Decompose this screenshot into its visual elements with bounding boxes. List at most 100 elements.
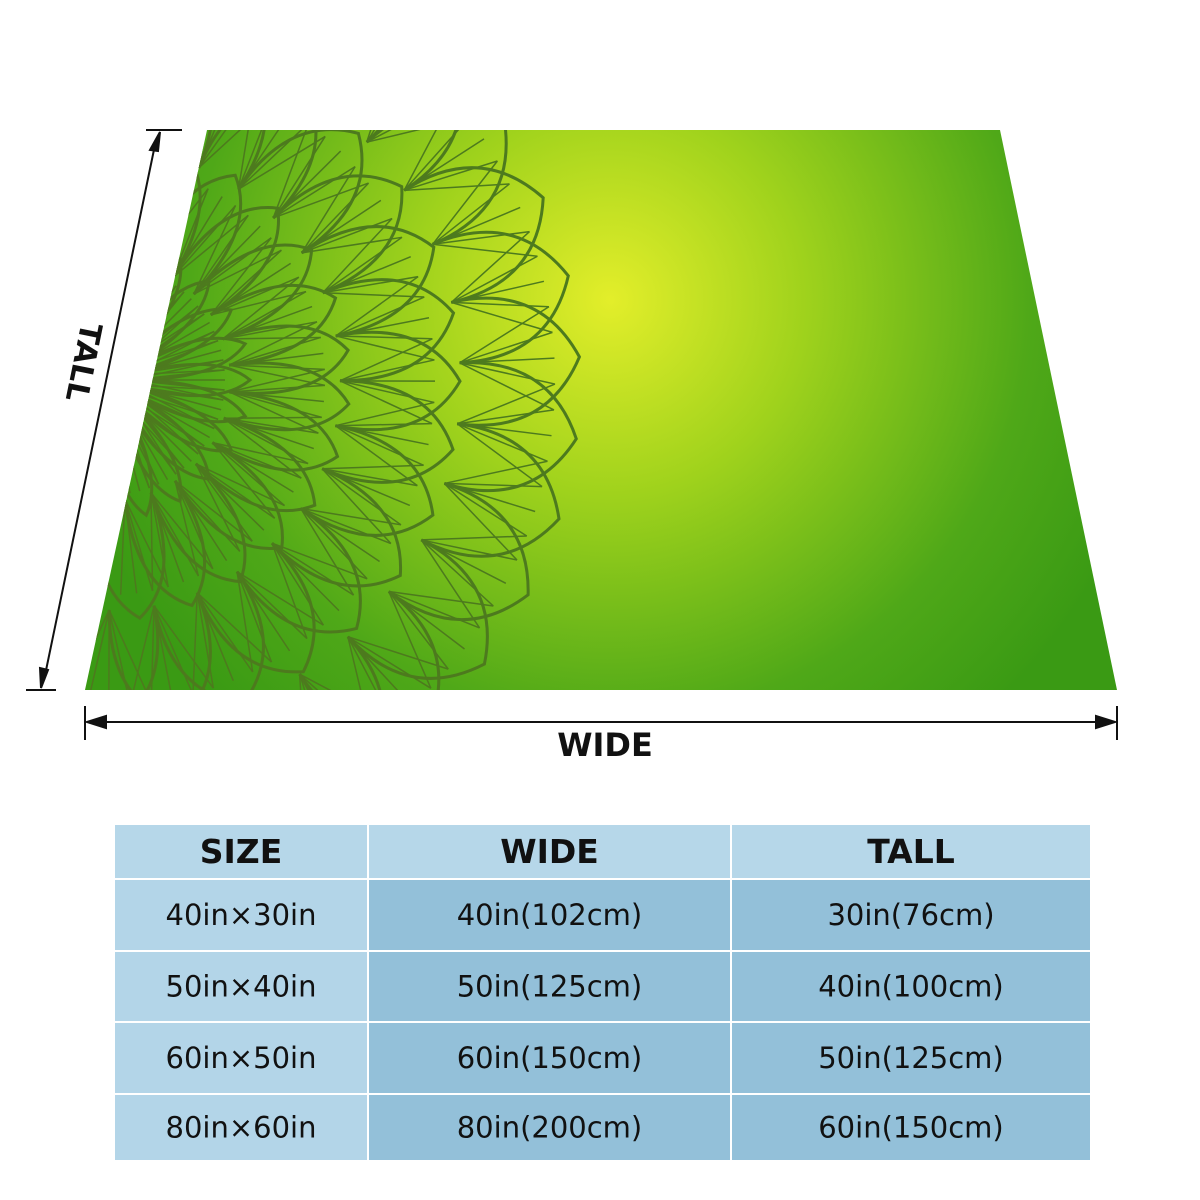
mandala-line (86, 609, 110, 690)
size-table: SIZE WIDE TALL 40in×30in 40in(102cm) 30in(76c… (115, 825, 1090, 1160)
mandala-line (196, 592, 215, 689)
table-header: SIZE (200, 832, 283, 871)
mandala-line (188, 721, 234, 807)
mandala-line (193, 214, 249, 295)
mandala-line (322, 468, 418, 487)
mandala-line (66, 727, 80, 824)
mandala-line (114, 275, 160, 362)
mandala-line (198, 130, 275, 169)
mandala-line (347, 636, 374, 690)
mandala-line (322, 464, 424, 470)
mandala-line (174, 480, 253, 542)
mandala-line (228, 336, 321, 366)
mandala-petal (154, 130, 267, 191)
table-cell-text: 40in×30in (166, 898, 317, 932)
mandala-line (420, 539, 481, 629)
mandala-line (114, 399, 141, 492)
mandala-line (66, 727, 106, 825)
mandala-line (114, 399, 131, 494)
table-cell-text: 80in×60in (166, 1111, 317, 1145)
mandala-line (237, 130, 310, 190)
mandala-line (403, 160, 498, 192)
mandala-line (335, 422, 433, 427)
mandala-line (192, 592, 198, 690)
mandala-line (347, 636, 432, 689)
mandala-line (403, 130, 470, 191)
mandala-line (246, 703, 306, 780)
table-cell (115, 880, 367, 950)
mandala-line (366, 130, 470, 143)
mandala-line (124, 498, 169, 588)
mandala-petal (213, 0, 349, 101)
mandala-line (98, 165, 123, 261)
mandala-line (195, 463, 253, 542)
mandala-line (271, 542, 354, 596)
table-cell (369, 1095, 730, 1160)
mandala-line (150, 492, 169, 588)
mandala-line (236, 571, 308, 640)
mandala-line (131, 130, 157, 155)
mandala-line (29, 727, 66, 817)
mandala-line (127, 730, 132, 825)
mandala-line (174, 480, 241, 552)
mandala-petal (235, 507, 362, 634)
table-cell-text: 50in(125cm) (457, 970, 643, 1004)
mandala-line (366, 130, 419, 143)
mandala-petal (268, 130, 410, 144)
mandala-line (322, 59, 419, 101)
mandala-line (234, 703, 246, 808)
mandala-line (127, 730, 157, 823)
mandala-petal (109, 130, 214, 169)
mandala-line (229, 384, 325, 393)
mandala-line (270, 0, 313, 69)
mandala-petal (128, 362, 253, 398)
mandala-petal (209, 283, 338, 367)
mandala-line (421, 535, 527, 541)
mandala-line (223, 416, 322, 419)
mandala-line (322, 236, 403, 294)
mandala-line (339, 380, 433, 425)
mandala-line (213, 0, 290, 46)
mandala-line (339, 338, 433, 382)
mandala-line (211, 442, 276, 519)
mandala-line (457, 409, 555, 425)
table-cell-text: 40in(100cm) (818, 970, 1004, 1004)
mandala-line (322, 218, 393, 294)
mandala-line (195, 463, 241, 552)
mandala-line (366, 130, 454, 143)
table-cell (732, 1023, 1090, 1093)
mandala-line (271, 542, 308, 639)
mandala-line (388, 591, 449, 670)
mandala-line (229, 391, 319, 434)
mandala-line (403, 130, 455, 191)
mandala-petal (322, 278, 456, 383)
mandala-line (106, 730, 127, 825)
mandala-petal (450, 296, 582, 427)
mandala-line (388, 591, 432, 689)
mandala-line (238, 135, 326, 190)
tall-arrow (26, 129, 182, 691)
mandala-line (272, 136, 326, 219)
mandala-petal (152, 570, 265, 690)
table-cell (369, 880, 730, 950)
mandala-petal (195, 542, 316, 674)
mandala-line (193, 205, 237, 295)
wide-arrow (83, 706, 1119, 740)
mandala-petal (443, 361, 578, 493)
mandala-petal (237, 130, 364, 255)
mandala-line (272, 165, 356, 219)
mandala-petal (387, 481, 530, 622)
mandala-line (272, 182, 369, 219)
wide-label: WIDE (557, 726, 653, 764)
mandala-petal (126, 378, 248, 424)
mandala-line (347, 636, 394, 690)
mandala-line (347, 636, 449, 670)
mandala-petal (320, 130, 463, 192)
mandala-line (266, 0, 270, 69)
mandala-petal (346, 538, 489, 680)
mandala-petal (272, 174, 404, 295)
mandala-line (459, 362, 556, 385)
mandala-line (298, 673, 330, 690)
mandala-line (119, 271, 151, 363)
